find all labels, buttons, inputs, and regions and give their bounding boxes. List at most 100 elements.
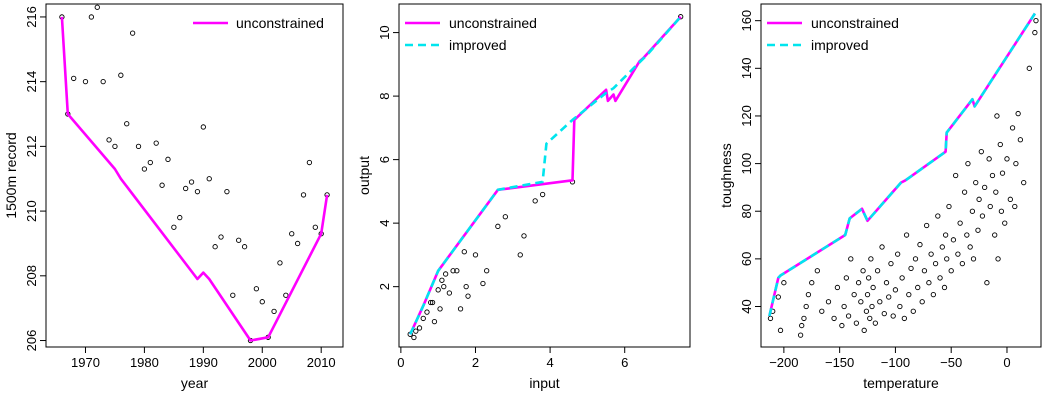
data-point xyxy=(230,292,236,298)
data-point xyxy=(413,328,419,334)
data-point xyxy=(919,299,925,305)
data-point xyxy=(912,256,919,262)
record-x-tick-label: 1980 xyxy=(130,355,159,370)
data-point xyxy=(976,196,982,202)
data-point xyxy=(881,311,887,317)
data-point xyxy=(1013,160,1019,167)
data-point xyxy=(903,232,910,238)
output-points xyxy=(407,14,684,341)
data-point xyxy=(892,287,899,293)
data-point xyxy=(967,244,973,250)
data-point xyxy=(950,237,957,243)
data-point xyxy=(805,291,812,298)
data-point xyxy=(1012,203,1018,210)
data-point xyxy=(171,224,177,230)
data-point xyxy=(283,292,289,298)
legend-label-improved: improved xyxy=(449,37,507,53)
data-point xyxy=(926,280,932,286)
data-point xyxy=(446,290,453,296)
data-point xyxy=(194,189,201,195)
record-x-tick-label: 1970 xyxy=(71,355,100,370)
data-point xyxy=(200,124,206,130)
data-point xyxy=(861,327,867,333)
data-point xyxy=(461,249,467,255)
data-point xyxy=(441,284,447,290)
legend-label-unconstrained: unconstrained xyxy=(811,15,899,31)
data-point xyxy=(935,213,941,219)
data-point xyxy=(819,308,825,314)
record-y-tick-label: 208 xyxy=(24,265,39,287)
data-point xyxy=(1002,220,1008,226)
record-plot-frame xyxy=(45,3,344,348)
data-point xyxy=(241,244,248,250)
data-point xyxy=(864,291,871,298)
toughness-y-tick-label: 160 xyxy=(739,10,754,32)
data-point xyxy=(141,166,148,172)
data-point xyxy=(853,320,860,326)
output-y-tick-label: 4 xyxy=(377,220,392,227)
data-point xyxy=(294,240,301,247)
record-y-tick-label: 210 xyxy=(24,200,39,222)
data-point xyxy=(465,293,471,299)
data-point xyxy=(937,275,943,281)
record-legend: unconstrained xyxy=(193,15,324,31)
data-point xyxy=(984,280,990,286)
data-point xyxy=(206,176,212,182)
data-point xyxy=(532,198,538,204)
data-point xyxy=(450,268,456,274)
toughness-y-axis-title: toughness xyxy=(718,143,734,208)
data-point xyxy=(965,160,971,167)
toughness-plot-frame xyxy=(760,3,1042,348)
data-point xyxy=(994,113,1000,119)
data-point xyxy=(71,75,77,82)
data-point xyxy=(177,214,183,221)
data-point xyxy=(953,172,959,179)
data-point xyxy=(839,322,845,329)
data-point xyxy=(106,137,112,143)
record-y-tick-label: 212 xyxy=(24,136,39,158)
data-point xyxy=(939,244,945,250)
data-point xyxy=(480,280,486,287)
data-point xyxy=(135,143,142,150)
data-point xyxy=(236,237,242,243)
data-point xyxy=(957,220,963,226)
data-point xyxy=(877,299,883,305)
data-point xyxy=(883,280,890,286)
data-point xyxy=(932,260,939,267)
data-point xyxy=(874,268,881,274)
output-x-tick-label: 4 xyxy=(546,355,553,370)
data-point xyxy=(869,303,875,310)
data-point xyxy=(1004,156,1010,162)
output-unconstrained-line xyxy=(409,15,682,335)
data-point xyxy=(306,159,313,166)
data-point xyxy=(860,268,866,274)
output-y-tick-label: 10 xyxy=(377,25,392,39)
data-point xyxy=(901,315,907,322)
data-point xyxy=(851,291,857,298)
output-plot-frame xyxy=(398,3,691,348)
toughness-y-tick-label: 120 xyxy=(739,105,754,127)
data-point xyxy=(212,244,218,250)
toughness-x-axis-title: temperature xyxy=(863,375,939,391)
data-point xyxy=(129,30,136,36)
data-point xyxy=(159,182,165,188)
data-point xyxy=(502,214,508,220)
toughness-improved-line xyxy=(768,12,1036,317)
data-point xyxy=(843,275,849,281)
data-point xyxy=(277,260,283,266)
toughness-y-tick-label: 100 xyxy=(739,153,754,175)
data-point xyxy=(890,313,896,319)
data-point xyxy=(165,156,171,162)
data-point xyxy=(845,313,852,319)
data-point xyxy=(82,79,89,85)
record-x-tick-label: 1990 xyxy=(189,355,218,370)
data-point xyxy=(457,306,464,312)
record-points xyxy=(59,4,330,344)
data-point xyxy=(799,322,805,329)
data-point xyxy=(777,327,784,333)
data-point xyxy=(868,256,874,262)
data-point xyxy=(484,268,490,274)
data-point xyxy=(986,156,992,162)
toughness-x-tick-label: −50 xyxy=(940,355,962,370)
